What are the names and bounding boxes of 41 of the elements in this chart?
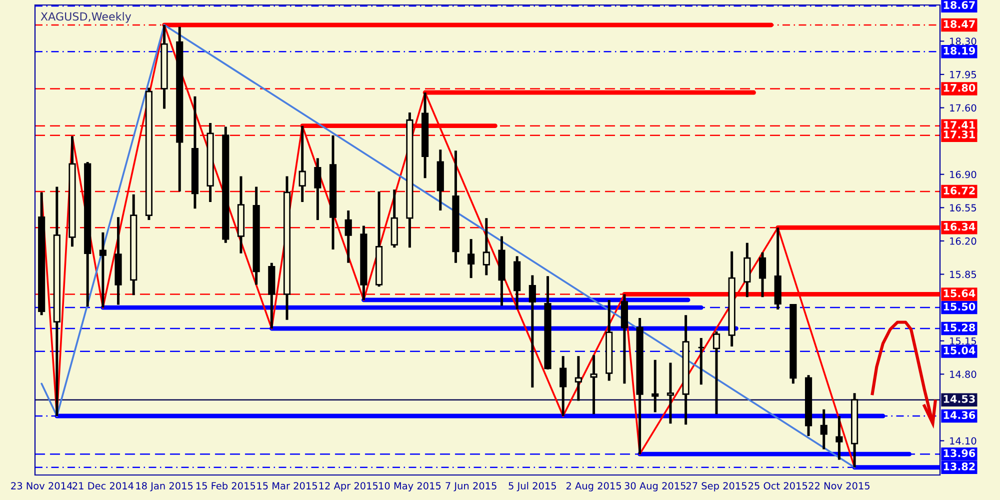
ref-line-label: 18.47 [944, 20, 975, 28]
ref-line-label: 16.34 [944, 222, 976, 231]
ref-line-label: 13.82 [944, 462, 975, 470]
x-tick-label: 5 Jul 2015 [508, 482, 556, 492]
x-tick-label: 15 Mar 2015 [257, 482, 317, 490]
ref-line-label: 17.41 [944, 121, 975, 129]
ref-line-label: 18.19 [944, 46, 975, 55]
ref-line-label: 17.31 [944, 130, 975, 138]
y-tick-label: 16.55 [950, 204, 976, 212]
ref-line-label: 18.67 [944, 1, 975, 9]
x-tick-label: 7 Jun 2015 [446, 482, 496, 492]
ref-line-label: 14.53 [944, 394, 975, 403]
y-tick-label: 14.10 [950, 437, 976, 445]
ref-line-label: 13.96 [944, 449, 976, 458]
x-tick-label: 10 May 2015 [379, 482, 441, 492]
x-tick-label: 21 Dec 2014 [72, 482, 134, 490]
y-tick-label: 17.60 [950, 104, 976, 112]
x-tick-label: 30 Aug 2015 [624, 482, 686, 492]
x-tick-label: 18 Jan 2015 [136, 482, 193, 492]
y-tick-label: 16.90 [950, 170, 976, 178]
ref-line-label: 15.64 [944, 289, 976, 298]
x-tick-label: 2 Aug 2015 [566, 482, 621, 492]
x-tick-label: 25 Oct 2015 [748, 482, 808, 490]
x-tick-label: 22 Nov 2015 [808, 482, 870, 490]
y-tick-label: 15.15 [950, 337, 976, 345]
y-tick-label: 17.95 [950, 70, 976, 78]
ref-line-label: 17.80 [944, 84, 976, 92]
ref-line-label: 15.04 [944, 346, 976, 354]
text: XAGUSD,Weekly [40, 12, 132, 23]
x-tick-label: 12 Apr 2015 [319, 482, 378, 492]
ref-line-label: 16.72 [944, 186, 975, 194]
x-tick-label: 23 Nov 2014 [11, 482, 72, 490]
y-tick-label: 18.30 [950, 38, 976, 45]
ref-line-label: 15.50 [944, 302, 976, 311]
x-tick-label: 15 Feb 2015 [196, 482, 256, 490]
ref-line-label: 14.36 [944, 411, 976, 420]
y-tick-label: 16.20 [950, 237, 976, 245]
x-tick-label: 27 Sep 2015 [686, 482, 746, 492]
ref-line-label: 15.28 [944, 324, 976, 332]
y-tick-label: 15.85 [950, 270, 976, 278]
y-tick-label: 14.80 [950, 370, 976, 378]
